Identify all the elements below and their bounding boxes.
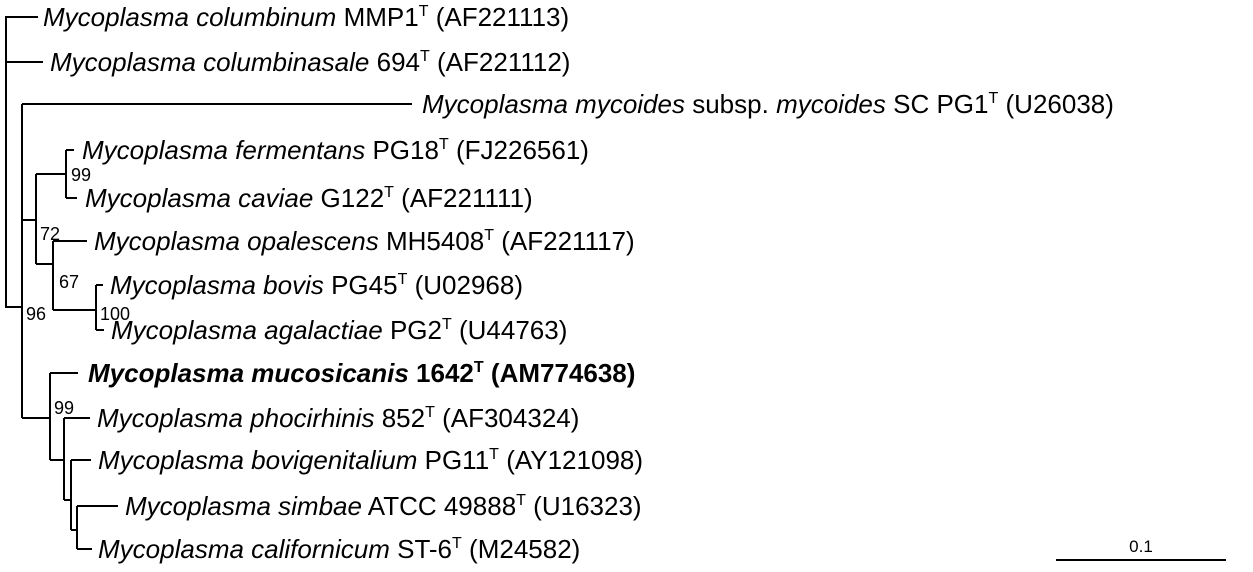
taxon-label: Mycoplasma columbinasale 694T (AF221112) [50, 47, 570, 77]
tree-branches [5, 16, 412, 550]
taxon-label-highlighted: Mycoplasma mucosicanis 1642T (AM774638) [88, 358, 635, 388]
scale-bar: 0.1 [1056, 537, 1226, 561]
scale-bar-label: 0.1 [1129, 537, 1153, 556]
taxon-labels: Mycoplasma columbinum MMP1T (AF221113) M… [43, 2, 1114, 564]
taxon-label: Mycoplasma caviae G122T (AF221111) [85, 183, 533, 213]
taxon-label: Mycoplasma opalescens MH5408T (AF221117) [94, 226, 635, 256]
taxon-label: Mycoplasma bovigenitalium PG11T (AY12109… [98, 445, 643, 475]
bootstrap-label: 100 [100, 304, 130, 324]
bootstrap-label: 72 [40, 224, 60, 244]
bootstrap-label: 96 [26, 304, 46, 324]
bootstrap-label: 99 [54, 398, 74, 418]
taxon-label: Mycoplasma fermentans PG18T (FJ226561) [82, 135, 589, 165]
bootstrap-label: 67 [59, 272, 79, 292]
taxon-label: Mycoplasma agalactiae PG2T (U44763) [111, 315, 567, 345]
taxon-label: Mycoplasma columbinum MMP1T (AF221113) [43, 2, 569, 32]
taxon-label: Mycoplasma simbae ATCC 49888T (U16323) [125, 491, 642, 521]
taxon-label: Mycoplasma californicum ST-6T (M24582) [98, 534, 580, 564]
bootstrap-values: 99 72 67 100 96 99 [26, 165, 130, 418]
taxon-label: Mycoplasma bovis PG45T (U02968) [110, 270, 523, 300]
bootstrap-label: 99 [71, 165, 91, 185]
taxon-label: Mycoplasma phocirhinis 852T (AF304324) [97, 403, 579, 433]
taxon-label: Mycoplasma mycoides subsp. mycoides SC P… [422, 89, 1114, 119]
